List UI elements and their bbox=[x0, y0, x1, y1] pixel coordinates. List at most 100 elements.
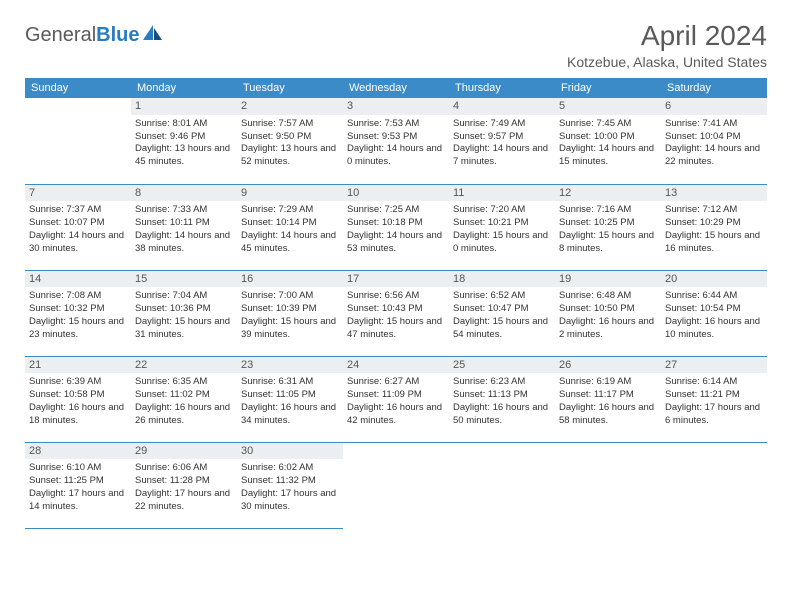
day-number: 22 bbox=[131, 357, 237, 374]
sunset-text: Sunset: 10:54 PM bbox=[665, 303, 763, 316]
col-monday: Monday bbox=[131, 78, 237, 98]
sunset-text: Sunset: 10:14 PM bbox=[241, 217, 339, 230]
daylight-text: Daylight: 14 hours and 22 minutes. bbox=[665, 143, 763, 169]
daylight-text: Daylight: 17 hours and 6 minutes. bbox=[665, 402, 763, 428]
sunrise-text: Sunrise: 7:37 AM bbox=[29, 204, 127, 217]
title-block: April 2024 Kotzebue, Alaska, United Stat… bbox=[567, 20, 767, 70]
sunrise-text: Sunrise: 8:01 AM bbox=[135, 118, 233, 131]
day-number: 12 bbox=[555, 185, 661, 202]
sunrise-text: Sunrise: 7:45 AM bbox=[559, 118, 657, 131]
sunrise-text: Sunrise: 7:29 AM bbox=[241, 204, 339, 217]
col-tuesday: Tuesday bbox=[237, 78, 343, 98]
daylight-text: Daylight: 17 hours and 14 minutes. bbox=[29, 488, 127, 514]
daylight-text: Daylight: 14 hours and 15 minutes. bbox=[559, 143, 657, 169]
sail-icon bbox=[142, 24, 164, 47]
col-saturday: Saturday bbox=[661, 78, 767, 98]
day-number: 15 bbox=[131, 271, 237, 288]
day-number: 8 bbox=[131, 185, 237, 202]
col-wednesday: Wednesday bbox=[343, 78, 449, 98]
calendar-week-row: 28Sunrise: 6:10 AMSunset: 11:25 PMDaylig… bbox=[25, 442, 767, 528]
day-number: 16 bbox=[237, 271, 343, 288]
day-number: 27 bbox=[661, 357, 767, 374]
logo-text: GeneralBlue bbox=[25, 24, 140, 47]
sunrise-text: Sunrise: 6:44 AM bbox=[665, 290, 763, 303]
calendar-week-row: 21Sunrise: 6:39 AMSunset: 10:58 PMDaylig… bbox=[25, 356, 767, 442]
calendar-cell bbox=[25, 98, 131, 184]
col-sunday: Sunday bbox=[25, 78, 131, 98]
day-number: 20 bbox=[661, 271, 767, 288]
sunrise-text: Sunrise: 7:20 AM bbox=[453, 204, 551, 217]
sunrise-text: Sunrise: 7:08 AM bbox=[29, 290, 127, 303]
calendar-cell: 1Sunrise: 8:01 AMSunset: 9:46 PMDaylight… bbox=[131, 98, 237, 184]
calendar-cell: 10Sunrise: 7:25 AMSunset: 10:18 PMDaylig… bbox=[343, 184, 449, 270]
calendar-cell bbox=[449, 442, 555, 528]
sunset-text: Sunset: 9:53 PM bbox=[347, 131, 445, 144]
day-number: 17 bbox=[343, 271, 449, 288]
logo-text-general: General bbox=[25, 24, 96, 46]
daylight-text: Daylight: 14 hours and 0 minutes. bbox=[347, 143, 445, 169]
calendar-cell: 9Sunrise: 7:29 AMSunset: 10:14 PMDayligh… bbox=[237, 184, 343, 270]
sunrise-text: Sunrise: 6:19 AM bbox=[559, 376, 657, 389]
daylight-text: Daylight: 14 hours and 38 minutes. bbox=[135, 230, 233, 256]
daylight-text: Daylight: 17 hours and 30 minutes. bbox=[241, 488, 339, 514]
day-number: 29 bbox=[131, 443, 237, 460]
sunset-text: Sunset: 10:36 PM bbox=[135, 303, 233, 316]
col-friday: Friday bbox=[555, 78, 661, 98]
sunset-text: Sunset: 10:58 PM bbox=[29, 389, 127, 402]
sunset-text: Sunset: 11:02 PM bbox=[135, 389, 233, 402]
day-number: 1 bbox=[131, 98, 237, 115]
sunrise-text: Sunrise: 6:39 AM bbox=[29, 376, 127, 389]
sunrise-text: Sunrise: 7:04 AM bbox=[135, 290, 233, 303]
calendar-cell: 5Sunrise: 7:45 AMSunset: 10:00 PMDayligh… bbox=[555, 98, 661, 184]
sunrise-text: Sunrise: 6:27 AM bbox=[347, 376, 445, 389]
sunset-text: Sunset: 10:18 PM bbox=[347, 217, 445, 230]
location: Kotzebue, Alaska, United States bbox=[567, 54, 767, 70]
sunrise-text: Sunrise: 6:23 AM bbox=[453, 376, 551, 389]
calendar-cell: 30Sunrise: 6:02 AMSunset: 11:32 PMDaylig… bbox=[237, 442, 343, 528]
day-number: 18 bbox=[449, 271, 555, 288]
day-number: 13 bbox=[661, 185, 767, 202]
sunrise-text: Sunrise: 7:25 AM bbox=[347, 204, 445, 217]
daylight-text: Daylight: 17 hours and 22 minutes. bbox=[135, 488, 233, 514]
daylight-text: Daylight: 15 hours and 16 minutes. bbox=[665, 230, 763, 256]
sunset-text: Sunset: 10:11 PM bbox=[135, 217, 233, 230]
calendar-cell: 4Sunrise: 7:49 AMSunset: 9:57 PMDaylight… bbox=[449, 98, 555, 184]
sunrise-text: Sunrise: 7:49 AM bbox=[453, 118, 551, 131]
day-number: 9 bbox=[237, 185, 343, 202]
daylight-text: Daylight: 13 hours and 52 minutes. bbox=[241, 143, 339, 169]
sunset-text: Sunset: 11:25 PM bbox=[29, 475, 127, 488]
sunset-text: Sunset: 10:00 PM bbox=[559, 131, 657, 144]
calendar-body: 1Sunrise: 8:01 AMSunset: 9:46 PMDaylight… bbox=[25, 98, 767, 528]
daylight-text: Daylight: 13 hours and 45 minutes. bbox=[135, 143, 233, 169]
day-number: 28 bbox=[25, 443, 131, 460]
sunset-text: Sunset: 11:28 PM bbox=[135, 475, 233, 488]
daylight-text: Daylight: 14 hours and 7 minutes. bbox=[453, 143, 551, 169]
calendar-cell: 13Sunrise: 7:12 AMSunset: 10:29 PMDaylig… bbox=[661, 184, 767, 270]
sunrise-text: Sunrise: 7:12 AM bbox=[665, 204, 763, 217]
day-number: 11 bbox=[449, 185, 555, 202]
daylight-text: Daylight: 16 hours and 58 minutes. bbox=[559, 402, 657, 428]
sunrise-text: Sunrise: 6:02 AM bbox=[241, 462, 339, 475]
calendar-cell: 25Sunrise: 6:23 AMSunset: 11:13 PMDaylig… bbox=[449, 356, 555, 442]
daylight-text: Daylight: 15 hours and 8 minutes. bbox=[559, 230, 657, 256]
sunset-text: Sunset: 10:39 PM bbox=[241, 303, 339, 316]
day-number: 24 bbox=[343, 357, 449, 374]
sunset-text: Sunset: 11:32 PM bbox=[241, 475, 339, 488]
calendar-cell bbox=[661, 442, 767, 528]
calendar-cell: 7Sunrise: 7:37 AMSunset: 10:07 PMDayligh… bbox=[25, 184, 131, 270]
daylight-text: Daylight: 16 hours and 34 minutes. bbox=[241, 402, 339, 428]
calendar-week-row: 1Sunrise: 8:01 AMSunset: 9:46 PMDaylight… bbox=[25, 98, 767, 184]
logo-text-blue: Blue bbox=[96, 24, 139, 46]
sunrise-text: Sunrise: 7:33 AM bbox=[135, 204, 233, 217]
sunrise-text: Sunrise: 6:48 AM bbox=[559, 290, 657, 303]
day-number: 4 bbox=[449, 98, 555, 115]
calendar-cell: 21Sunrise: 6:39 AMSunset: 10:58 PMDaylig… bbox=[25, 356, 131, 442]
sunset-text: Sunset: 10:07 PM bbox=[29, 217, 127, 230]
daylight-text: Daylight: 16 hours and 18 minutes. bbox=[29, 402, 127, 428]
sunrise-text: Sunrise: 7:00 AM bbox=[241, 290, 339, 303]
sunrise-text: Sunrise: 7:57 AM bbox=[241, 118, 339, 131]
calendar-header-row: Sunday Monday Tuesday Wednesday Thursday… bbox=[25, 78, 767, 98]
calendar-cell: 8 Sunrise: 7:33 AMSunset: 10:11 PMDayligh… bbox=[131, 184, 237, 270]
logo: GeneralBlue bbox=[25, 24, 164, 47]
calendar-cell: 12Sunrise: 7:16 AMSunset: 10:25 PMDaylig… bbox=[555, 184, 661, 270]
